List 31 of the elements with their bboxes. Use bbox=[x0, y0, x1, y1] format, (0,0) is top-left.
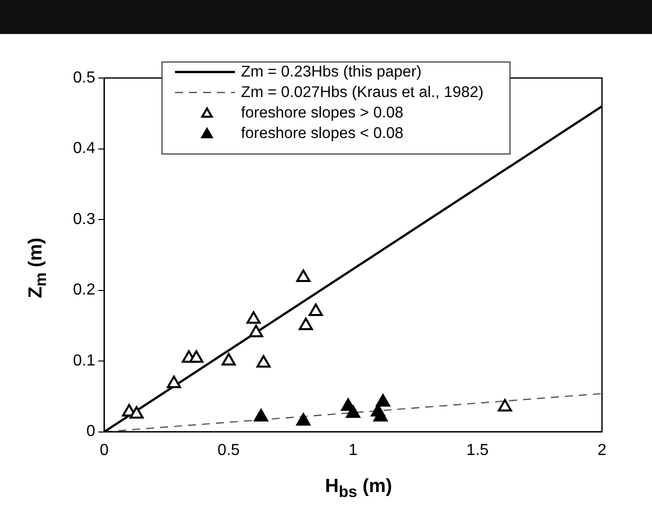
point bbox=[166, 376, 181, 388]
point bbox=[254, 408, 268, 422]
legend-label: Zm = 0.23Hbs (this paper) bbox=[241, 63, 422, 80]
y-tick-label: 0.1 bbox=[72, 352, 96, 370]
y-tick-label: 0.4 bbox=[72, 140, 96, 158]
point bbox=[222, 353, 236, 366]
x-tick-label: 1 bbox=[348, 442, 358, 459]
point bbox=[246, 311, 261, 324]
point bbox=[308, 304, 323, 316]
x-tick-label: 0 bbox=[100, 442, 109, 459]
y-tick-label: 0 bbox=[86, 423, 96, 440]
point bbox=[296, 270, 310, 282]
point bbox=[256, 355, 271, 368]
legend-label: foreshore slopes < 0.08 bbox=[241, 124, 404, 142]
point bbox=[298, 318, 313, 330]
x-tick-label: 1.5 bbox=[466, 442, 489, 459]
legend-label: foreshore slopes > 0.08 bbox=[241, 104, 404, 122]
point bbox=[346, 405, 360, 418]
point bbox=[130, 406, 144, 419]
point bbox=[189, 350, 204, 363]
point bbox=[376, 394, 390, 407]
x-axis-title: H$_{bs}$ (m) bbox=[325, 476, 392, 502]
y-tick-label: 0.2 bbox=[72, 282, 96, 299]
point bbox=[296, 413, 310, 426]
x-tick-label: 2 bbox=[598, 442, 607, 459]
legend-label: Zm = 0.027Hbs (Kraus et al., 1982) bbox=[241, 84, 484, 101]
point bbox=[248, 324, 264, 338]
y-tick-label: 0.3 bbox=[72, 210, 96, 228]
x-tick-label: 0.5 bbox=[218, 442, 240, 459]
y-tick-label: 0.5 bbox=[72, 69, 96, 86]
point bbox=[498, 399, 512, 412]
